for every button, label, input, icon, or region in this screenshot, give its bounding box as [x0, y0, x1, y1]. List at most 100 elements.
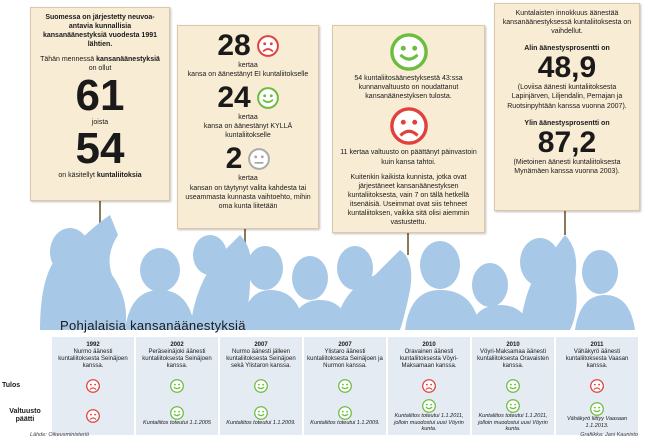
header: 2010 Oravainen äänesti kuntaliitoksesta V… [388, 337, 472, 375]
text: kansan on täytynyt valita kahdesta tai u… [185, 184, 311, 210]
table-title: Pohjalaisia kansanäänestyksiä [60, 318, 246, 333]
sad-face [86, 379, 100, 393]
row-label: Valtuusto päätti [0, 397, 52, 435]
desc: Peräseinäjoki äänesti kuntaliitoksesta S… [142, 348, 212, 370]
happy-face [506, 399, 520, 413]
text: joista [91, 118, 109, 126]
text: kertaa [238, 175, 258, 183]
header: 2007 Nurmo äänesti jälleen kuntaliitokses… [220, 337, 304, 375]
note: Kuntaliitos toteutui 1.1.2009. [310, 419, 380, 426]
note: Kuntaliitos toteutui 1.1.2011, jolloin m… [478, 413, 548, 433]
happy-face [170, 406, 184, 420]
text: on käsitellyt kuntaliitoksia [38, 171, 162, 180]
sad-face [390, 107, 428, 145]
desc: Nurmo äänesti kuntaliitoksesta Seinäjoen… [58, 348, 128, 370]
cell: Kuntaliitos toteutui 1.1.2011, jolloin m… [472, 397, 556, 435]
text: kertaa [238, 114, 258, 122]
big-number: 2 [225, 142, 243, 176]
credit: Grafiikka: Jani Kaunisto [580, 432, 638, 438]
cell: Vähäkyrö liittyy Vaasaan 1.1.2013. [556, 397, 640, 435]
cell [220, 375, 304, 397]
crowd [40, 215, 635, 330]
header: 2011 Vähäkyrö äänesti kuntaliitoksesta Va… [556, 337, 640, 375]
header: 2007 Ylistaro äänesti kuntaliitoksesta Se… [304, 337, 388, 375]
text: 54 kuntaliitosäänestyksestä 43:ssa kunna… [354, 75, 463, 101]
happy-face [254, 406, 268, 420]
big-number: 28 [217, 29, 251, 62]
cell: Kuntaliitos toteutui 1.1.2011, jolloin m… [388, 397, 472, 435]
year: 2007 [254, 341, 268, 348]
text: kansa on äänestänyt EI kuntaliitokselle [187, 71, 309, 79]
note: Kuntaliitos toteutui 1.1.2011, jolloin m… [394, 413, 464, 433]
text: on ollut [88, 65, 112, 73]
sad-face [422, 379, 436, 393]
header: 2002 Peräseinäjoki äänesti kuntaliitokses… [136, 337, 220, 375]
stat: 28 [185, 31, 311, 61]
text: Kuntalaisten innokkuus äänestää kansanää… [502, 10, 632, 36]
happy-face [390, 33, 428, 71]
desc: Vöyri-Maksamaa äänesti kuntaliitoksesta … [477, 348, 549, 370]
cell [556, 375, 640, 397]
text: Tähän mennessä [40, 56, 97, 64]
text: kertaa [238, 62, 258, 69]
year: 2002 [170, 341, 184, 348]
text: Suomessa on järjestetty neuvoa-antavia k… [42, 14, 157, 49]
text: Tähän mennessä kansanäänestyksiä on ollu… [38, 55, 162, 73]
text: (Mietoinen äänesti kuntaliitoksesta Mynä… [513, 158, 621, 175]
text: Alin äänestysprosentti on [524, 45, 610, 53]
cell [472, 375, 556, 397]
header: 2010 Vöyri-Maksamaa äänesti kuntaliitokse… [472, 337, 556, 375]
panel-history: Suomessa on järjestetty neuvoa-antavia k… [30, 7, 170, 201]
stat: 2 [185, 144, 311, 174]
text: kansa on äänestänyt KYLLÄ kuntaliitoksel… [203, 123, 293, 140]
note: Kuntaliitos toteutui 1.1.2009. [226, 419, 296, 426]
text: on käsitellyt [58, 171, 97, 179]
year: 2007 [338, 341, 352, 348]
note: Vähäkyrö liittyy Vaasaan 1.1.2013. [566, 416, 628, 429]
desc: Nurmo äänesti jälleen kuntaliitoksesta S… [226, 348, 296, 370]
year: 2011 [590, 341, 604, 348]
stat: 24 [185, 83, 311, 113]
happy-face [338, 379, 352, 393]
big-number: 54 [75, 123, 125, 173]
cell: Kuntaliitos toteutui 1.1.2009. [304, 397, 388, 435]
year: 1992 [86, 341, 100, 348]
cell [388, 375, 472, 397]
happy-face [338, 406, 352, 420]
desc: Vähäkyrö äänesti kuntaliitoksesta Vaasan… [565, 348, 629, 370]
text: (Loviisa äänesti kuntaliitoksesta Lapinj… [507, 84, 627, 110]
blank [0, 337, 52, 375]
header: 1992 Nurmo äänesti kuntaliitoksesta Seinä… [52, 337, 136, 375]
happy-face [170, 379, 184, 393]
text: 11 kertaa valtuusto on päättänyt päinvas… [340, 149, 477, 166]
desc: Ylistaro äänesti kuntaliitoksesta Seinäj… [307, 348, 383, 370]
happy-face [254, 379, 268, 393]
cell: Kuntaliitos toteutui 1.1.2005 [136, 397, 220, 435]
sad-face [590, 379, 604, 393]
big-number: 61 [75, 70, 125, 120]
year: 2010 [506, 341, 520, 348]
desc: Oravainen äänesti kuntaliitoksesta Vöyri… [399, 348, 459, 370]
happy-face [422, 399, 436, 413]
text: Kuitenkin kaikista kunnista, jotka ovat … [347, 173, 470, 227]
text: kansanäänestyksiä [96, 56, 160, 64]
big-number: 24 [217, 81, 251, 115]
cell [52, 397, 136, 435]
panel-council: 54 kuntaliitosäänestyksestä 43:ssa kunna… [332, 25, 485, 233]
year: 2010 [422, 341, 436, 348]
cell [304, 375, 388, 397]
source: Lähde: Oikeusministeriö [30, 432, 90, 438]
table: Pohjalaisia kansanäänestyksiä 1992 Nurmo … [0, 318, 660, 435]
cell [136, 375, 220, 397]
sad-face [257, 35, 279, 57]
neutral-face [248, 148, 270, 170]
happy-face [506, 379, 520, 393]
happy-face [590, 402, 604, 416]
note: Kuntaliitos toteutui 1.1.2005 [143, 419, 211, 426]
big-number: 87,2 [537, 125, 597, 159]
row-label: Tulos [0, 375, 52, 397]
text: Ylin äänestysprosentti on [524, 119, 610, 127]
cell [52, 375, 136, 397]
